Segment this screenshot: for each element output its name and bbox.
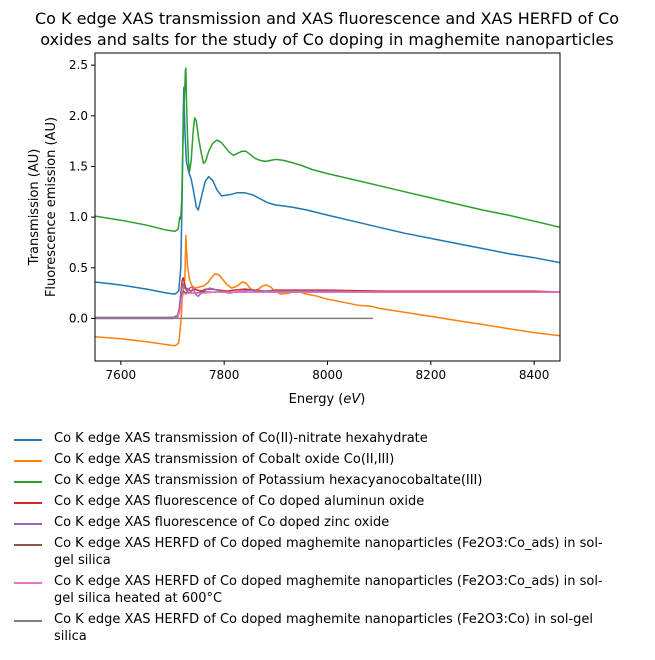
y-axis-label-line-1: Transmission (AU) (27, 149, 42, 267)
legend-item: Co K edge XAS HERFD of Co doped maghemit… (14, 611, 654, 645)
x-tick-label: 8000 (312, 368, 343, 382)
legend-label-line: Co K edge XAS HERFD of Co doped maghemit… (54, 574, 603, 589)
legend-swatch (14, 523, 42, 525)
series-line-5 (95, 283, 560, 319)
x-axis-label-text: Energy (289, 392, 335, 407)
y-axis: 0.0 0.5 1.0 1.5 2.0 2.5 (69, 58, 95, 325)
legend-item: Co K edge XAS transmission of Cobalt oxi… (14, 451, 654, 468)
y-tick-label: 0.0 (69, 311, 88, 325)
x-tick-label: 7800 (209, 368, 240, 382)
legend-label: Co K edge XAS transmission of Co(II)-nit… (54, 430, 644, 447)
legend-swatch (14, 502, 42, 504)
legend-item: Co K edge XAS transmission of Potassium … (14, 472, 654, 489)
legend-label-line: gel silica (54, 553, 111, 568)
legend-swatch (14, 439, 42, 441)
x-axis-label: Energy (eV) (289, 392, 366, 407)
legend-label: Co K edge XAS transmission of Potassium … (54, 472, 644, 489)
y-tick-label: 1.5 (69, 159, 88, 173)
legend-label: Co K edge XAS fluorescence of Co doped z… (54, 514, 644, 531)
legend-label-line: Co K edge XAS fluorescence of Co doped z… (54, 515, 390, 530)
plot-frame (94, 52, 561, 362)
legend-label: Co K edge XAS fluorescence of Co doped a… (54, 493, 644, 510)
legend-swatch (14, 460, 42, 462)
series-line-4 (174, 277, 560, 318)
y-tick-label: 2.5 (69, 58, 88, 72)
legend-swatch (14, 544, 42, 546)
legend-label-line: Co K edge XAS HERFD of Co doped maghemit… (54, 536, 603, 551)
legend-label-line: Co K edge XAS fluorescence of Co doped a… (54, 494, 425, 509)
y-tick-label: 2.0 (69, 109, 88, 123)
legend-swatch (14, 582, 42, 584)
legend-item: Co K edge XAS HERFD of Co doped maghemit… (14, 535, 654, 569)
legend-item: Co K edge XAS fluorescence of Co doped a… (14, 493, 654, 510)
legend-label-line: gel silica heated at 600°C (54, 591, 223, 606)
x-tick-label: 8400 (519, 368, 550, 382)
x-tick-label: 8200 (416, 368, 447, 382)
legend-label-line: Co K edge XAS HERFD of Co doped maghemit… (54, 612, 593, 627)
x-axis-unit: eV (343, 392, 361, 407)
chart-title-line-2: oxides and salts for the study of Co dop… (40, 30, 613, 49)
legend-label-line: silica (54, 629, 87, 644)
chart-legend: Co K edge XAS transmission of Co(II)-nit… (14, 430, 654, 649)
y-tick-label: 1.0 (69, 210, 88, 224)
y-tick-label: 0.5 (69, 261, 88, 275)
series-line-6 (95, 290, 560, 320)
legend-swatch (14, 620, 42, 622)
legend-label: Co K edge XAS transmission of Cobalt oxi… (54, 451, 644, 468)
series-line-3 (95, 67, 560, 233)
series-line-7 (95, 291, 560, 320)
legend-swatch (14, 481, 42, 483)
y-axis-label-line-2: Fluorescence emission (AU) (44, 117, 59, 297)
legend-item: Co K edge XAS transmission of Co(II)-nit… (14, 430, 654, 447)
legend-label-line: Co K edge XAS transmission of Co(II)-nit… (54, 431, 428, 446)
chart-title-line-1: Co K edge XAS transmission and XAS fluor… (35, 9, 619, 28)
x-axis: 7600 7800 8000 8200 8400 (106, 361, 550, 382)
legend-label: Co K edge XAS HERFD of Co doped maghemit… (54, 611, 644, 645)
x-tick-label: 7600 (106, 368, 137, 382)
legend-label: Co K edge XAS HERFD of Co doped maghemit… (54, 573, 644, 607)
legend-label: Co K edge XAS HERFD of Co doped maghemit… (54, 535, 644, 569)
series-layer (95, 67, 560, 347)
legend-label-line: Co K edge XAS transmission of Potassium … (54, 473, 483, 488)
legend-item: Co K edge XAS fluorescence of Co doped z… (14, 514, 654, 531)
legend-item: Co K edge XAS HERFD of Co doped maghemit… (14, 573, 654, 607)
series-line-1 (95, 86, 560, 295)
legend-label-line: Co K edge XAS transmission of Cobalt oxi… (54, 452, 395, 467)
